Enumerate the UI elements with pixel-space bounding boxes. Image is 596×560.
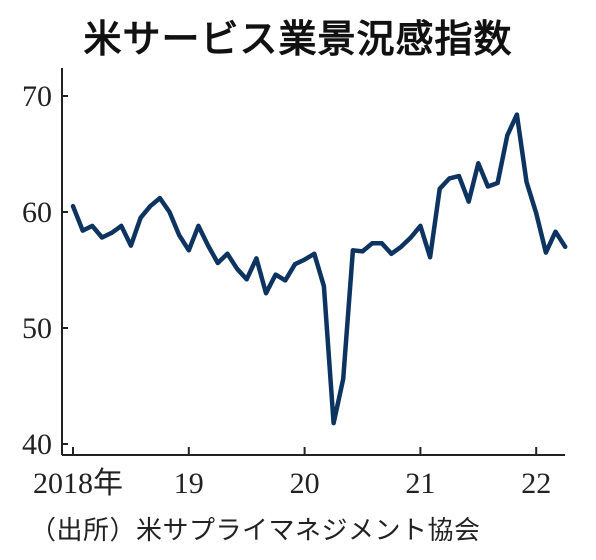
data-point xyxy=(447,176,452,181)
chart-axes: 40 50 60 70 2018年 19 20 21 22 xyxy=(22,68,565,500)
data-point xyxy=(302,257,307,262)
data-point xyxy=(157,196,162,201)
series-line xyxy=(70,112,568,426)
y-tick-label: 40 xyxy=(22,428,52,461)
data-point xyxy=(485,184,490,189)
data-point xyxy=(90,223,95,228)
data-point xyxy=(321,284,326,289)
data-point xyxy=(524,179,529,184)
data-point xyxy=(331,421,336,426)
data-point xyxy=(360,249,365,254)
data-point xyxy=(418,223,423,228)
data-point xyxy=(71,204,75,209)
source-note: （出所）米サプライマネジメント協会 xyxy=(30,516,481,546)
chart-title: 米サービス業景況感指数 xyxy=(83,17,513,61)
data-point xyxy=(254,256,259,261)
y-tick-label: 60 xyxy=(22,196,52,229)
data-point xyxy=(148,204,153,209)
data-point xyxy=(235,266,240,271)
chart-marks xyxy=(70,112,568,426)
data-point xyxy=(495,181,500,185)
data-point xyxy=(225,251,230,256)
data-point xyxy=(167,210,172,214)
data-point xyxy=(505,133,510,138)
x-tick-label: 21 xyxy=(405,467,435,500)
data-point xyxy=(563,244,568,249)
x-tick-label: 22 xyxy=(521,467,551,500)
data-point xyxy=(196,223,201,228)
data-point xyxy=(100,235,104,240)
data-point xyxy=(80,228,85,233)
data-point xyxy=(283,278,288,283)
data-point xyxy=(457,174,461,178)
data-point xyxy=(177,233,182,238)
data-point xyxy=(437,186,442,191)
data-point xyxy=(379,241,384,246)
data-point xyxy=(128,243,133,248)
data-point xyxy=(138,215,143,220)
data-point xyxy=(119,223,124,228)
data-point xyxy=(370,241,375,246)
data-point xyxy=(215,261,220,265)
data-point xyxy=(408,235,413,240)
data-point xyxy=(293,262,297,267)
data-point xyxy=(206,243,211,248)
y-tick-label: 50 xyxy=(22,312,52,345)
data-point xyxy=(514,112,519,117)
data-point xyxy=(350,248,355,253)
data-point xyxy=(186,248,191,253)
data-point xyxy=(553,229,558,234)
data-point xyxy=(476,161,481,166)
x-tick-label: 20 xyxy=(290,467,320,500)
data-point xyxy=(244,277,249,282)
x-tick-label: 2018年 xyxy=(33,467,123,500)
data-point xyxy=(341,377,346,381)
data-point xyxy=(399,244,404,249)
y-tick-label: 70 xyxy=(22,80,52,113)
data-point xyxy=(389,251,394,256)
data-point xyxy=(273,272,278,277)
x-tick-label: 19 xyxy=(174,467,204,500)
data-point xyxy=(428,255,433,260)
data-point xyxy=(466,199,471,204)
data-point xyxy=(109,230,114,235)
data-point xyxy=(543,250,548,255)
data-point xyxy=(312,251,317,256)
data-point xyxy=(264,291,268,296)
data-point xyxy=(534,211,539,216)
